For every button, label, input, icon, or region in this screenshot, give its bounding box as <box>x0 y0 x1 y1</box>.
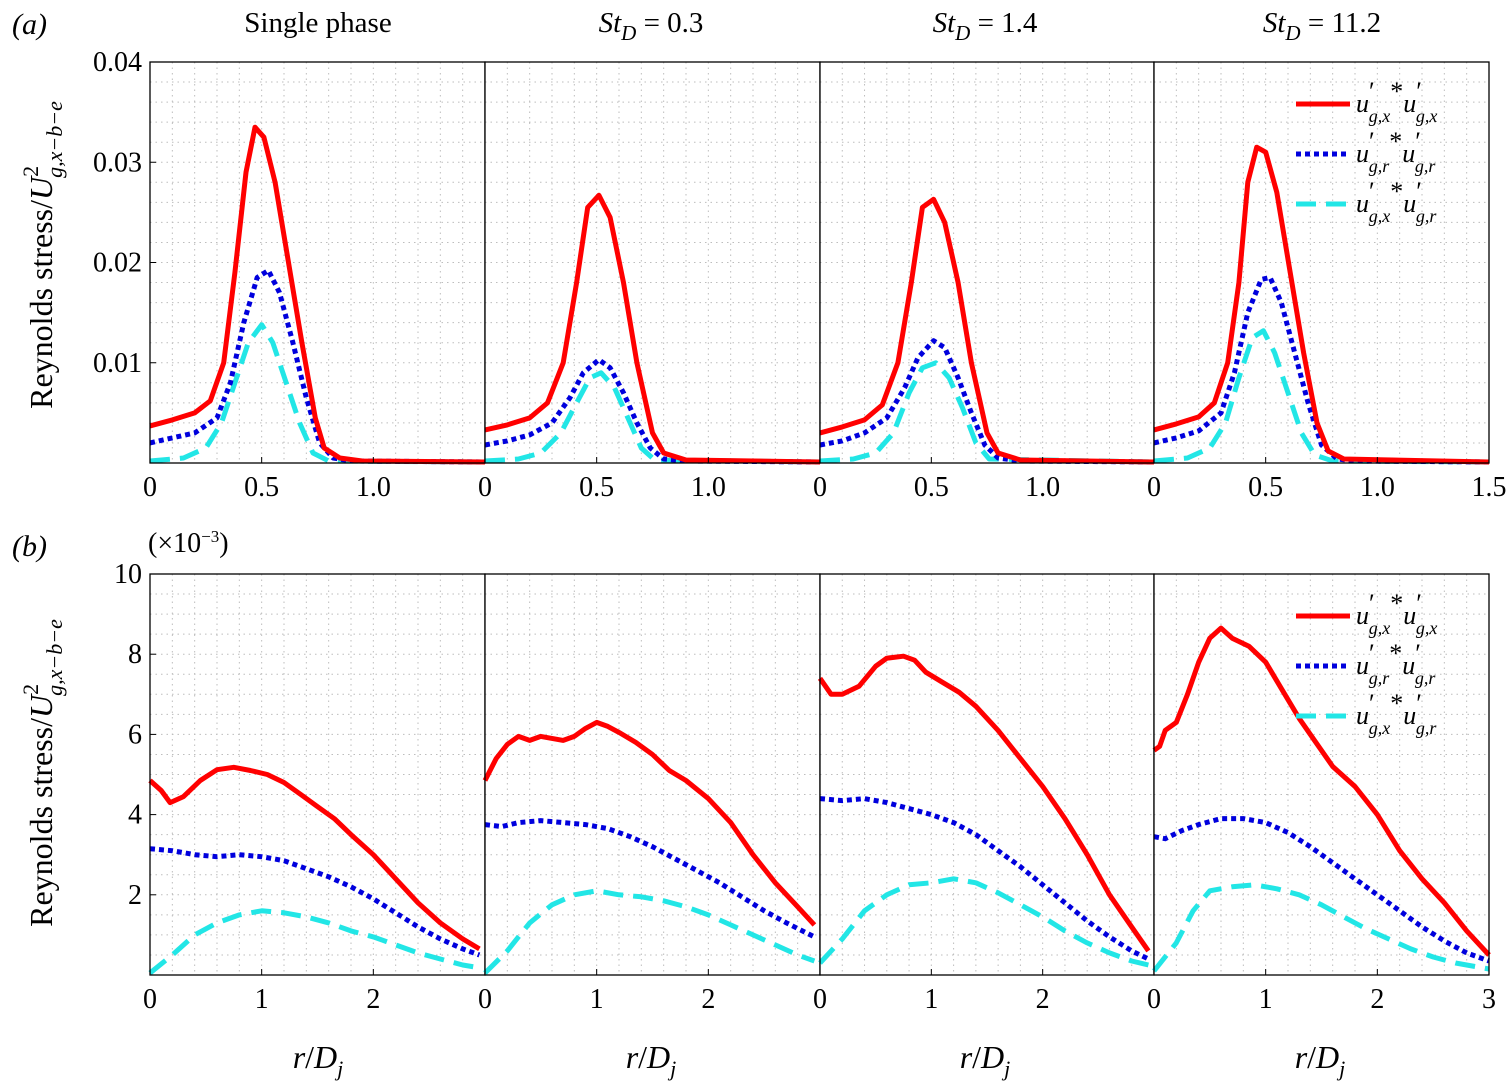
y-tick-label: 4 <box>128 800 142 831</box>
series-line-xx <box>484 192 821 465</box>
subplot-a-4: 0 0.5 1.0 1.5 <box>1147 61 1507 503</box>
legend-entry-xx: u′ g,x*u′ g,x <box>1356 589 1437 638</box>
subplot-a-1: 0 0.5 1.0 0.01 0.02 0.03 0.04 <box>93 47 486 503</box>
ylabel-a: Reynolds stress/U2g,x−b−e <box>18 101 67 409</box>
series-line-rr <box>819 796 1150 962</box>
x-tick-label: 1.5 <box>1472 472 1507 503</box>
x-tick-label: 2 <box>1370 984 1384 1015</box>
y-tick-label: 10 <box>114 559 142 590</box>
legend-entry-xx: u′ g,x*u′ g,x <box>1356 77 1437 126</box>
svg-text:Reynolds stress/U2g,x−b−e: Reynolds stress/U2g,x−b−e <box>18 619 67 927</box>
x-tick-label: 0 <box>813 984 827 1015</box>
y-multiplier: (×10−3) <box>148 527 229 559</box>
y-tick-label: 0.04 <box>93 47 142 78</box>
series-line-rr <box>819 338 1155 465</box>
series-line-rr <box>1153 816 1490 964</box>
y-tick-label: 0.03 <box>93 147 142 178</box>
x-tick-label: 2 <box>701 984 715 1015</box>
series-line-rr <box>1153 275 1490 465</box>
series-line-xr <box>819 360 1155 465</box>
panel-label-b: (b) <box>12 530 47 563</box>
legend-entry-rr: u′ g,r*u′ g,r <box>1356 639 1436 688</box>
subplot-a-2: 0 0.5 1.0 <box>478 61 821 503</box>
y-tick-label: 6 <box>128 719 142 750</box>
series-line-xr <box>484 370 821 465</box>
x-tick-label: 1 <box>1259 984 1273 1015</box>
subplot-b-4: 0 1 2 3 <box>1147 573 1496 1015</box>
y-tick-label: 0.01 <box>93 348 142 379</box>
x-tick-label: 0 <box>478 984 492 1015</box>
legend-entry-xr: u′ g,x*u′ g,r <box>1356 177 1437 226</box>
x-tick-label: 0 <box>813 472 827 503</box>
y-tick-label: 0.02 <box>93 248 142 279</box>
x-tick-label: 0.5 <box>914 472 949 503</box>
series-line-xr <box>1152 882 1490 973</box>
plot-area: 0 0.5 1.0 0.01 0.02 0.03 0.04 0 0.5 1.0 0 0.5 1.0 0 0.… <box>93 47 1507 1015</box>
x-tick-label: 0.5 <box>579 472 614 503</box>
legend-entry-rr: u′ g,r*u′ g,r <box>1356 127 1436 176</box>
series-line-xr <box>483 888 816 975</box>
series-line-xx <box>148 764 481 952</box>
subplot-b-1: 0 1 2 2 4 6 8 10 <box>114 559 486 1015</box>
subplot-a-3: 0 0.5 1.0 <box>813 61 1155 503</box>
x-tick-label: 0 <box>478 472 492 503</box>
ylabel-b: Reynolds stress/U2g,x−b−e <box>18 619 67 927</box>
y-tick-label: 8 <box>128 639 142 670</box>
svg-text:Reynolds stress/U2g,x−b−e: Reynolds stress/U2g,x−b−e <box>18 101 67 409</box>
series-line-xx <box>149 124 486 465</box>
x-tick-label: 1 <box>924 984 938 1015</box>
x-tick-label: 0.5 <box>1248 472 1283 503</box>
axes-frame <box>1153 61 1490 464</box>
column-title-st-11-2: StD = 11.2 <box>1263 7 1381 45</box>
x-tick-label: 0.5 <box>244 472 279 503</box>
legend-entry-xr: u′ g,x*u′ g,r <box>1356 689 1437 738</box>
xlabel-4: r/Dj <box>1295 1039 1346 1081</box>
x-tick-label: 1.0 <box>356 472 391 503</box>
legend-a: u′ g,x*u′ g,xu′ g,r*u′ g,ru′ g,x*u′ g,r <box>1296 77 1437 226</box>
x-tick-label: 1.0 <box>691 472 726 503</box>
series-line-rr <box>484 357 821 465</box>
series-line-rr <box>149 846 481 958</box>
series-line-xr <box>149 322 486 465</box>
xlabels: r/Dj r/Dj r/Dj r/Dj <box>293 1039 1346 1081</box>
subplot-b-3: 0 1 2 <box>813 573 1155 1015</box>
y-tick-label: 2 <box>128 880 142 911</box>
x-tick-label: 2 <box>366 984 380 1015</box>
x-tick-label: 1.0 <box>1025 472 1060 503</box>
series-line-rr <box>484 818 816 940</box>
xlabel-3: r/Dj <box>960 1039 1011 1081</box>
x-tick-label: 3 <box>1482 984 1496 1015</box>
x-tick-label: 1.0 <box>1360 472 1395 503</box>
x-tick-label: 0 <box>1147 472 1161 503</box>
column-title-st-1-4: StD = 1.4 <box>933 7 1038 45</box>
series-line-xx <box>1152 625 1491 957</box>
xlabel-2: r/Dj <box>626 1039 677 1081</box>
panel-label-a: (a) <box>12 8 47 41</box>
legend-b: u′ g,x*u′ g,xu′ g,r*u′ g,ru′ g,x*u′ g,r <box>1296 589 1437 738</box>
x-tick-label: 0 <box>143 984 157 1015</box>
xlabel-1: r/Dj <box>293 1039 344 1081</box>
x-tick-label: 0 <box>1147 984 1161 1015</box>
x-tick-label: 0 <box>143 472 157 503</box>
series-line-xx <box>1153 144 1490 465</box>
x-tick-label: 2 <box>1036 984 1050 1015</box>
series-line-xr <box>148 908 480 975</box>
legends: u′ g,x*u′ g,xu′ g,r*u′ g,ru′ g,x*u′ g,ru′ g,x*u… <box>1296 77 1437 738</box>
subplot-b-2: 0 1 2 <box>478 573 821 1015</box>
series-line-xx <box>819 196 1155 465</box>
axes-frame <box>1153 573 1490 976</box>
series-line-xx <box>817 653 1151 953</box>
series-line-xr <box>1153 328 1490 465</box>
series-line-xx <box>482 719 817 927</box>
column-title-st-0-3: StD = 0.3 <box>599 7 704 45</box>
x-tick-label: 1 <box>255 984 269 1015</box>
column-title-single-phase: Single phase <box>244 7 391 39</box>
x-tick-label: 1 <box>590 984 604 1015</box>
